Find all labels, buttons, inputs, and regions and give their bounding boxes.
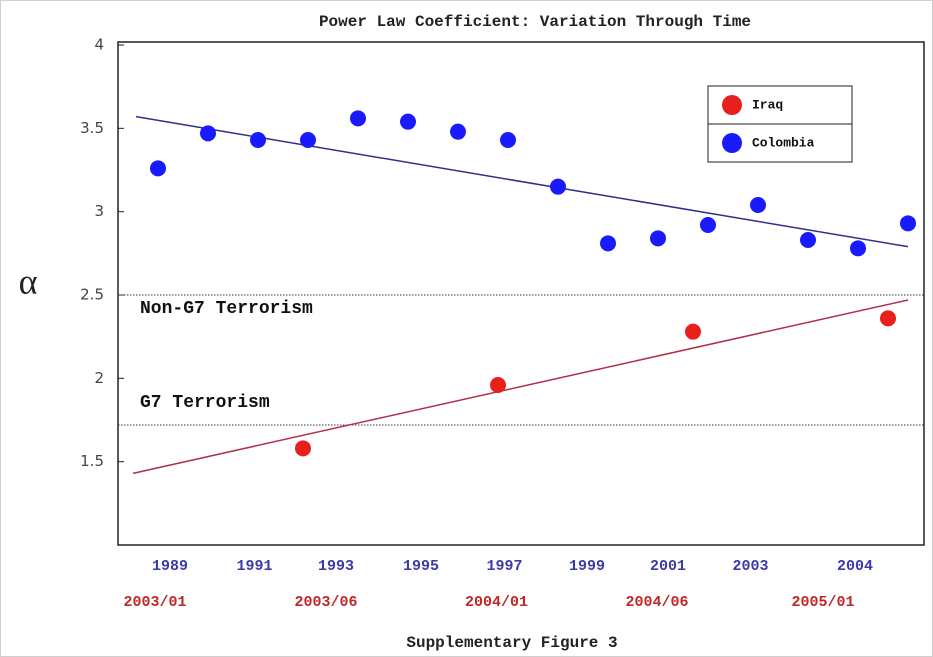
x-tick-label: 2003 <box>732 558 768 575</box>
plot-frame <box>117 41 925 546</box>
x2-tick-label: 2003/01 <box>123 594 186 611</box>
reference-label: G7 Terrorism <box>140 393 270 413</box>
data-point <box>650 230 666 247</box>
data-point <box>500 132 516 148</box>
y-tick-label: 4 <box>94 36 104 54</box>
legend-swatch <box>722 95 742 115</box>
data-point <box>800 232 816 248</box>
data-point <box>685 323 701 340</box>
y-tick-label: 2 <box>94 369 104 387</box>
x-tick-label: 1999 <box>569 558 605 575</box>
x2-tick-label: 2005/01 <box>791 594 854 611</box>
y-tick-label: 2.5 <box>80 286 104 304</box>
data-point <box>600 235 616 252</box>
data-point <box>295 440 311 457</box>
y-tick-label: 3.5 <box>80 119 104 137</box>
y-tick-label: 3 <box>94 202 104 220</box>
data-point <box>200 125 216 142</box>
data-point <box>900 215 916 232</box>
data-point <box>350 110 366 127</box>
y-tick-label: 1.5 <box>80 452 104 470</box>
x-tick-label: 1993 <box>318 558 354 575</box>
data-point <box>850 240 866 257</box>
data-point <box>490 377 506 393</box>
data-point <box>250 132 266 148</box>
data-point <box>150 160 166 177</box>
data-point <box>880 310 896 327</box>
data-point <box>300 132 316 148</box>
x2-tick-label: 2003/06 <box>294 594 357 611</box>
x-tick-label: 1989 <box>152 558 188 575</box>
legend-swatch <box>722 133 742 153</box>
data-point <box>700 217 716 233</box>
footer: Supplementary Figure 3 <box>406 634 617 652</box>
x-tick-label: 2001 <box>650 558 686 575</box>
legend-label: Colombia <box>752 135 815 150</box>
legend-label: Iraq <box>752 97 783 112</box>
x2-tick-label: 2004/06 <box>625 594 688 611</box>
trend-line <box>132 299 909 475</box>
x-tick-label: 1995 <box>403 558 439 575</box>
x-tick-label: 1997 <box>486 558 522 575</box>
y-axis-label: α <box>19 261 38 301</box>
x-tick-label: 2004 <box>837 558 873 575</box>
data-point <box>400 113 416 130</box>
x2-tick-label: 2004/01 <box>465 594 528 611</box>
chart-title: Power Law Coefficient: Variation Through… <box>319 13 751 31</box>
data-point <box>750 197 766 213</box>
data-point <box>550 178 566 195</box>
reference-label: Non-G7 Terrorism <box>140 299 313 319</box>
data-point <box>450 123 466 140</box>
x-tick-label: 1991 <box>236 558 272 575</box>
